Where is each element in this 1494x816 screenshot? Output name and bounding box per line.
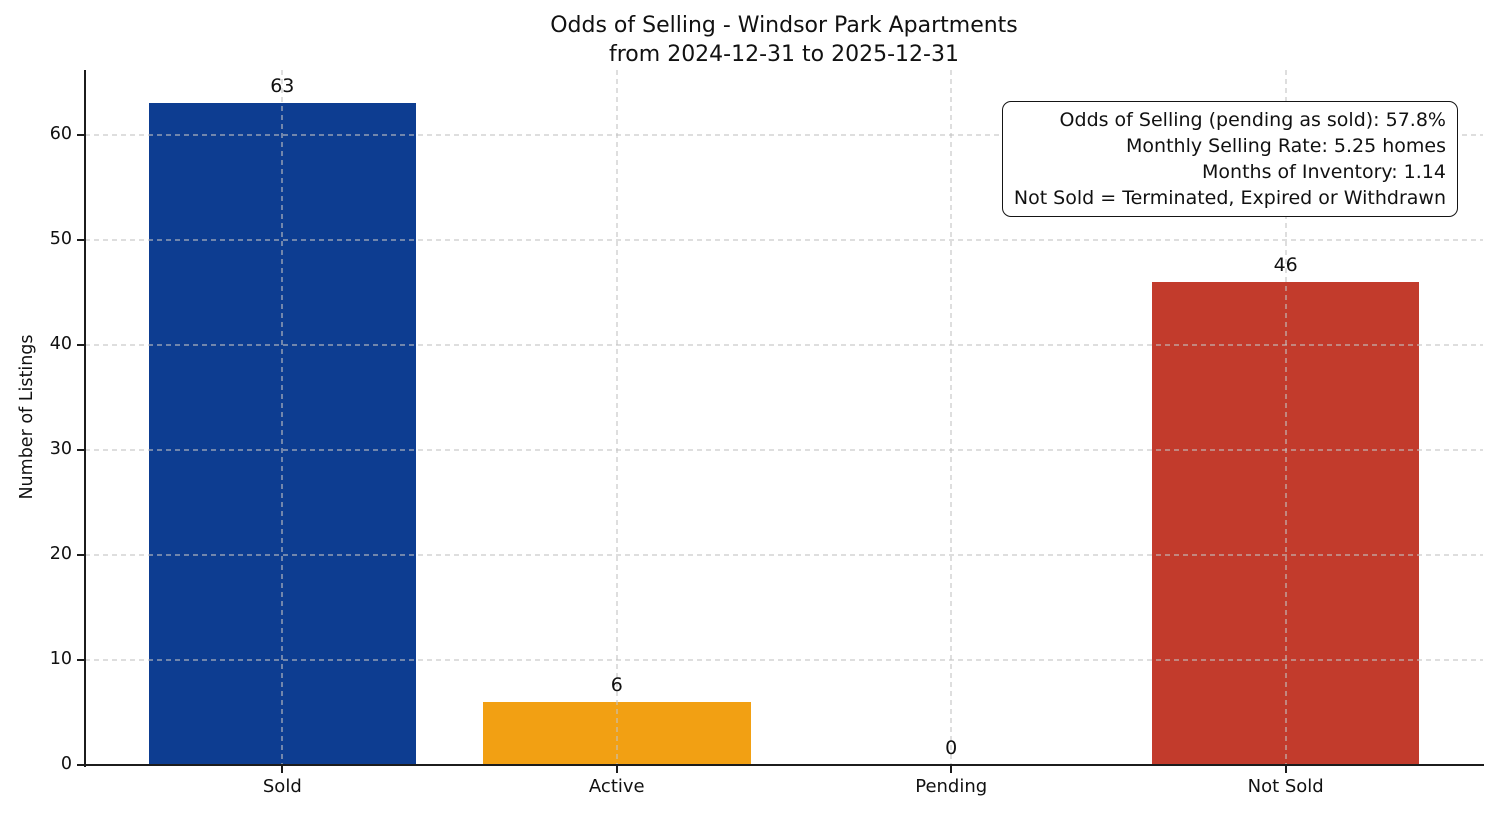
chart-title-line1: Odds of Selling - Windsor Park Apartment… xyxy=(550,13,1018,38)
gridline-h xyxy=(85,343,1483,346)
y-tick-mark xyxy=(77,553,85,556)
gridline-h xyxy=(85,133,1483,136)
y-tick-label: 20 xyxy=(49,543,72,564)
y-tick-mark xyxy=(77,133,85,136)
gridline-h xyxy=(85,553,1483,556)
chart-title: Odds of Selling - Windsor Park Apartment… xyxy=(85,11,1483,69)
y-tick-label: 40 xyxy=(49,333,72,354)
gridline-v xyxy=(615,70,618,765)
gridline-v xyxy=(281,70,284,765)
x-tick-label-sold: Sold xyxy=(262,776,302,797)
y-tick-mark xyxy=(77,343,85,346)
x-axis-spine xyxy=(84,764,1484,767)
x-tick-mark xyxy=(615,765,618,773)
x-tick-mark xyxy=(281,765,284,773)
bar-value-label: 63 xyxy=(270,75,295,98)
gridline-h xyxy=(85,448,1483,451)
y-tick-label: 10 xyxy=(49,648,72,669)
y-tick-label: 30 xyxy=(49,438,72,459)
bar-value-label: 46 xyxy=(1273,253,1298,276)
x-tick-mark xyxy=(1284,765,1287,773)
gridline-h xyxy=(85,238,1483,241)
chart-title-line2: from 2024-12-31 to 2025-12-31 xyxy=(609,42,959,67)
gridline-v xyxy=(1284,70,1287,765)
x-tick-mark xyxy=(950,765,953,773)
y-axis-spine xyxy=(84,70,87,767)
bar-value-label: 0 xyxy=(945,737,958,759)
stats-annotation-box: Odds of Selling (pending as sold): 57.8%… xyxy=(1001,101,1458,217)
x-tick-label-not-sold: Not Sold xyxy=(1247,776,1324,797)
x-tick-label-pending: Pending xyxy=(915,776,988,797)
stats-line: Monthly Selling Rate: 5.25 homes xyxy=(1126,135,1446,157)
gridline-h xyxy=(85,658,1483,661)
y-tick-mark xyxy=(77,764,85,766)
y-tick-mark xyxy=(77,448,85,451)
y-tick-label: 60 xyxy=(49,123,72,144)
stats-line: Months of Inventory: 1.14 xyxy=(1202,161,1446,183)
x-tick-label-active: Active xyxy=(588,776,645,797)
stats-line: Odds of Selling (pending as sold): 57.8% xyxy=(1059,109,1446,131)
gridline-v xyxy=(950,70,953,765)
bar-value-label: 6 xyxy=(610,673,623,696)
stats-line: Not Sold = Terminated, Expired or Withdr… xyxy=(1013,187,1446,209)
y-tick-label: 0 xyxy=(60,754,72,774)
y-tick-mark xyxy=(77,238,85,241)
y-tick-mark xyxy=(77,658,85,661)
y-tick-label: 50 xyxy=(49,228,72,249)
